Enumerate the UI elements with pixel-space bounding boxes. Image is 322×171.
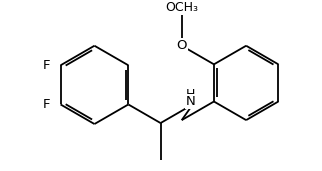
Text: F: F bbox=[43, 98, 51, 111]
Text: H: H bbox=[186, 88, 195, 101]
Text: OCH₃: OCH₃ bbox=[165, 1, 198, 14]
Text: F: F bbox=[43, 59, 51, 72]
Text: O: O bbox=[176, 39, 187, 52]
Text: N: N bbox=[186, 95, 196, 108]
